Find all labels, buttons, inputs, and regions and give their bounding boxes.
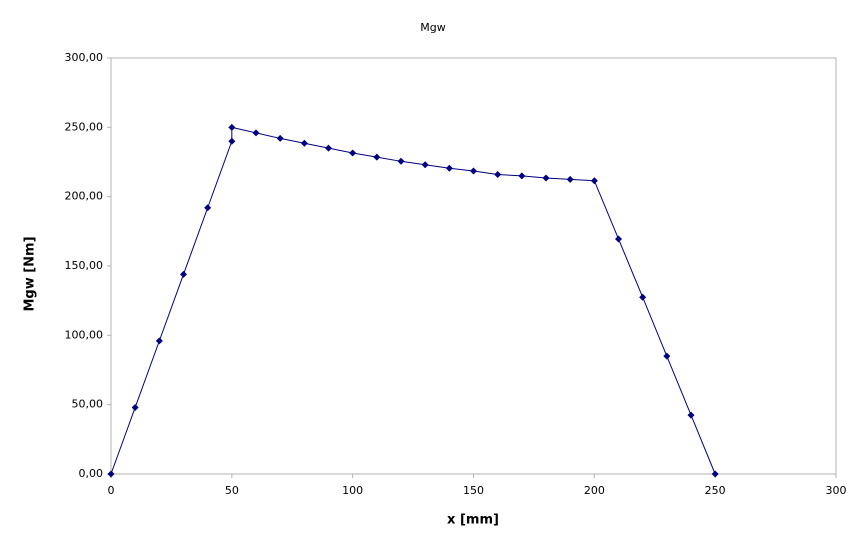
data-point bbox=[639, 293, 647, 301]
y-tick-label: 300,00 bbox=[65, 51, 104, 64]
data-point bbox=[155, 337, 163, 345]
y-axis-title: Mgw [Nm] bbox=[23, 236, 38, 311]
x-tick-label: 300 bbox=[826, 484, 847, 497]
x-tick-label: 50 bbox=[225, 484, 239, 497]
x-tick-label: 150 bbox=[463, 484, 484, 497]
data-point bbox=[252, 129, 260, 137]
data-point bbox=[615, 235, 622, 243]
data-point bbox=[494, 170, 502, 178]
data-point bbox=[204, 204, 212, 212]
data-point bbox=[687, 411, 695, 419]
data-point bbox=[663, 352, 671, 360]
y-tick-label: 100,00 bbox=[65, 328, 104, 341]
y-tick-label: 250,00 bbox=[65, 120, 104, 133]
data-point bbox=[518, 172, 526, 180]
data-point bbox=[180, 270, 187, 278]
y-tick-label: 150,00 bbox=[65, 259, 104, 272]
data-point bbox=[228, 137, 236, 145]
x-tick-label: 250 bbox=[705, 484, 726, 497]
data-point bbox=[542, 174, 550, 182]
x-tick-label: 100 bbox=[342, 484, 363, 497]
data-point bbox=[711, 470, 719, 478]
x-tick-label: 0 bbox=[108, 484, 115, 497]
data-point bbox=[107, 470, 115, 478]
y-tick-label: 50,00 bbox=[72, 398, 104, 411]
data-point bbox=[590, 177, 598, 185]
data-point bbox=[421, 161, 429, 169]
data-point bbox=[397, 157, 405, 165]
data-point bbox=[445, 164, 453, 172]
data-point bbox=[566, 175, 574, 183]
data-point bbox=[349, 149, 357, 157]
data-point bbox=[131, 403, 139, 411]
y-tick-label: 200,00 bbox=[65, 190, 104, 203]
data-point bbox=[276, 134, 284, 142]
data-point bbox=[373, 153, 381, 161]
data-point bbox=[325, 144, 332, 152]
y-tick-label: 0,00 bbox=[79, 467, 104, 480]
chart-title: Mgw bbox=[420, 21, 445, 34]
data-point bbox=[470, 167, 477, 175]
x-tick-label: 200 bbox=[584, 484, 605, 497]
data-point bbox=[228, 123, 236, 131]
data-point bbox=[300, 139, 308, 147]
x-axis-title: x [mm] bbox=[447, 513, 499, 528]
